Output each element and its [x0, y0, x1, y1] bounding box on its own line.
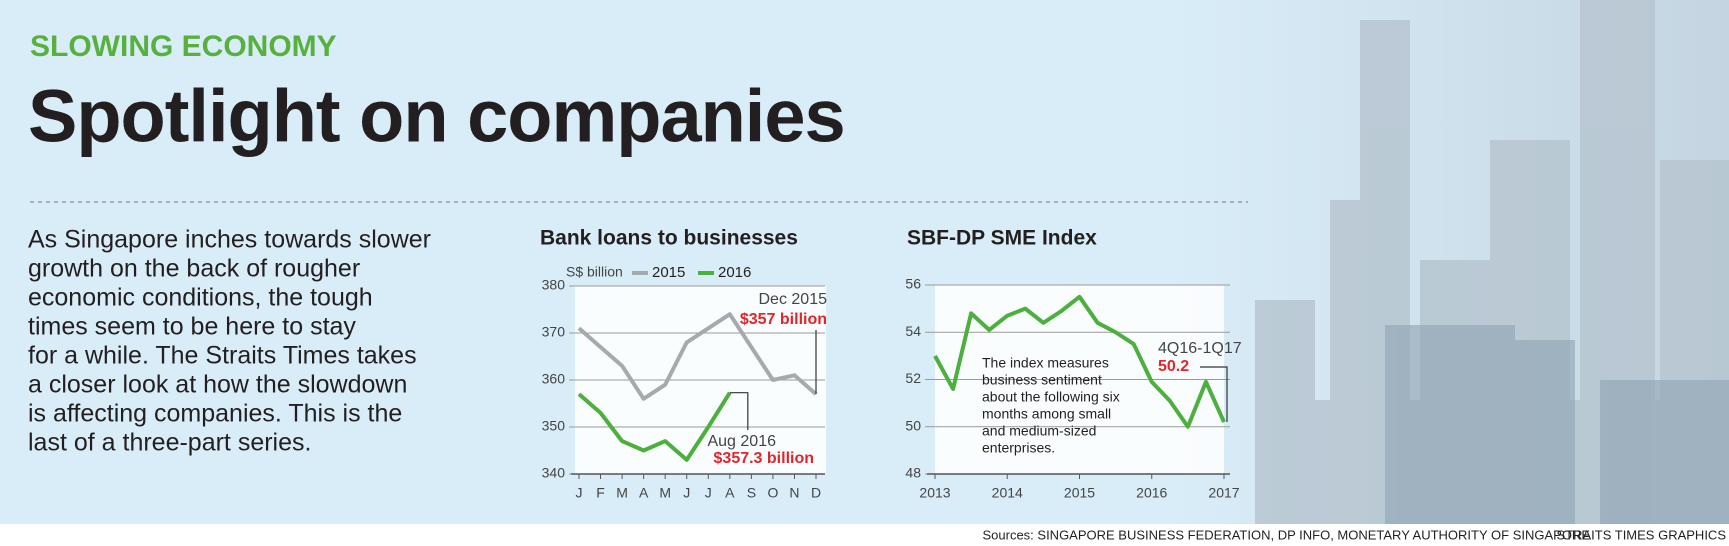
- intro-line: times seem to be here to stay: [28, 313, 356, 341]
- x-tick-label: J: [683, 485, 690, 501]
- note-line: months among small: [982, 406, 1111, 422]
- x-tick-label: A: [639, 485, 649, 501]
- x-tick-label: J: [576, 485, 583, 501]
- annotation: Dec 2015: [759, 291, 828, 308]
- intro-line: last of a three-part series.: [28, 429, 311, 457]
- legend-label: 2015: [652, 264, 685, 281]
- leader-line: [729, 392, 749, 430]
- x-tick-label: O: [767, 485, 778, 501]
- y-tick-label: 54: [905, 323, 921, 339]
- x-tick-label: 2015: [1064, 485, 1095, 501]
- intro-line: As Singapore inches towards slower: [28, 226, 431, 254]
- y-tick-label: 48: [905, 465, 921, 481]
- x-tick-label: D: [811, 485, 821, 501]
- y-tick-label: 340: [542, 465, 566, 481]
- y-tick-label: 360: [542, 371, 566, 387]
- series-line: [577, 391, 732, 462]
- x-tick-label: S: [747, 485, 756, 501]
- intro-line: a closer look at how the slowdown: [28, 371, 407, 399]
- skyline-front: [1385, 325, 1729, 524]
- value-label: $357 billion: [740, 311, 827, 328]
- kicker: SLOWING ECONOMY: [30, 30, 337, 63]
- note-line: and medium-sized: [982, 423, 1096, 439]
- credit: STRAITS TIMES GRAPHICS: [1556, 527, 1726, 542]
- value-label: $357.3 billion: [714, 450, 814, 467]
- series-line: [577, 312, 818, 401]
- x-tick-label: 2014: [992, 485, 1023, 501]
- x-tick-label: F: [596, 485, 605, 501]
- value-label: 50.2: [1158, 358, 1189, 375]
- note-line: The index measures: [982, 355, 1109, 371]
- legend-label: 2016: [718, 264, 751, 281]
- series-line: [933, 294, 1226, 429]
- chart-title: SBF-DP SME Index: [907, 227, 1097, 250]
- chart-title: Bank loans to businesses: [540, 227, 798, 250]
- sources: Sources: SINGAPORE BUSINESS FEDERATION, …: [982, 527, 1590, 542]
- x-tick-label: M: [659, 485, 671, 501]
- x-tick-label: 2016: [1136, 485, 1167, 501]
- leader-line: [1200, 366, 1228, 423]
- annotation: 4Q16-1Q17: [1158, 340, 1242, 357]
- annotation: Aug 2016: [707, 433, 776, 450]
- y-tick-label: 370: [542, 324, 566, 340]
- intro-line: growth on the back of rougher: [28, 255, 360, 283]
- x-tick-label: J: [705, 485, 712, 501]
- x-tick-label: 2017: [1208, 485, 1239, 501]
- y-tick-label: 56: [905, 276, 921, 292]
- note-line: about the following six: [982, 389, 1120, 405]
- intro-line: economic conditions, the tough: [28, 284, 373, 312]
- intro-line: for a while. The Straits Times takes: [28, 342, 417, 370]
- headline: Spotlight on companies: [28, 75, 845, 158]
- intro: As Singapore inches towards slowergrowth…: [28, 226, 431, 457]
- x-tick-label: N: [789, 485, 799, 501]
- y-tick-label: 380: [542, 277, 566, 293]
- note-line: enterprises.: [982, 440, 1055, 456]
- footer-band: [0, 524, 1729, 546]
- note-line: business sentiment: [982, 372, 1102, 388]
- x-tick-label: 2013: [919, 485, 950, 501]
- y-tick-label: 50: [905, 417, 921, 433]
- x-tick-label: A: [725, 485, 735, 501]
- intro-line: is affecting companies. This is the: [28, 400, 402, 428]
- y-tick-label: 52: [905, 370, 921, 386]
- x-tick-label: M: [616, 485, 628, 501]
- y-tick-label: 350: [542, 418, 566, 434]
- y-unit: S$ billion: [566, 264, 623, 280]
